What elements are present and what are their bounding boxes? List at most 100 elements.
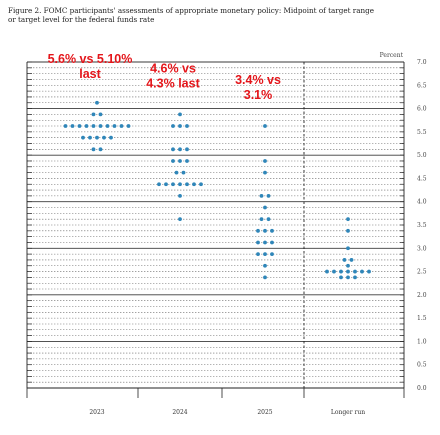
participant-dot (171, 124, 175, 128)
x-tick-label: 2025 (257, 409, 272, 416)
participant-dot (178, 147, 182, 151)
annotation-text: 4.3% last (146, 76, 200, 90)
participant-dot (350, 258, 354, 262)
annotation-text: 4.6% vs (150, 61, 196, 75)
annotation-text: 3.4% vs (235, 73, 281, 87)
participant-dot (127, 124, 131, 128)
participant-dot (171, 147, 175, 151)
participant-dot (106, 124, 110, 128)
participant-dot (95, 101, 99, 105)
participant-dot (346, 275, 350, 279)
participant-dot (263, 159, 267, 163)
participant-dot (367, 270, 371, 274)
participant-dot (78, 124, 82, 128)
participant-dot (343, 258, 347, 262)
participant-dot (267, 194, 271, 198)
participant-dot (346, 217, 350, 221)
participant-dot (256, 252, 260, 256)
y-tick-label: 1.5 (417, 315, 427, 322)
y-tick-label: 0.0 (417, 385, 427, 392)
participant-dot (263, 124, 267, 128)
participant-dot (263, 229, 267, 233)
participant-dot (339, 275, 343, 279)
y-tick-label: 5.0 (417, 152, 427, 159)
participant-dot (92, 147, 96, 151)
participant-dot (99, 147, 103, 151)
participant-dot (346, 264, 350, 268)
y-tick-label: 4.5 (417, 175, 427, 182)
participant-dot (178, 124, 182, 128)
participant-dot (81, 136, 85, 140)
participant-dot (346, 229, 350, 233)
participant-dot (270, 252, 274, 256)
participant-dot (192, 182, 196, 186)
participant-dot (270, 241, 274, 245)
participant-dot (185, 147, 189, 151)
participant-dot (102, 136, 106, 140)
participant-dot (71, 124, 75, 128)
participant-dot (185, 182, 189, 186)
participant-dot (171, 182, 175, 186)
participant-dot (120, 124, 124, 128)
participant-dot (263, 275, 267, 279)
participant-dot (175, 171, 179, 175)
participant-dot (178, 182, 182, 186)
participant-dot (267, 217, 271, 221)
participant-dot (325, 270, 329, 274)
participant-dot (164, 182, 168, 186)
participant-dot (360, 270, 364, 274)
participant-dot (185, 159, 189, 163)
participant-dot (270, 229, 274, 233)
participant-dot (260, 194, 264, 198)
participant-dot (263, 241, 267, 245)
y-tick-label: 4.0 (417, 199, 427, 206)
participant-dot (199, 182, 203, 186)
participant-dot (92, 112, 96, 116)
y-tick-label: 2.0 (417, 292, 427, 299)
participant-dot (185, 124, 189, 128)
participant-dot (157, 182, 161, 186)
y-tick-label: 7.0 (417, 59, 427, 66)
annotation-text: last (79, 67, 101, 81)
participant-dot (339, 270, 343, 274)
y-tick-label: 5.5 (417, 129, 427, 136)
participant-dot (260, 217, 264, 221)
participant-dot (263, 252, 267, 256)
participant-dot (99, 124, 103, 128)
participant-dot (346, 270, 350, 274)
participant-dot (109, 136, 113, 140)
participant-dot (256, 241, 260, 245)
x-tick-label: 2023 (89, 409, 104, 416)
participant-dot (353, 275, 357, 279)
participant-dot (332, 270, 336, 274)
participant-dot (346, 246, 350, 250)
participant-dot (99, 112, 103, 116)
participant-dot (353, 270, 357, 274)
participant-dot (178, 112, 182, 116)
participant-dot (263, 171, 267, 175)
participant-dot (85, 124, 89, 128)
participant-dot (178, 159, 182, 163)
y-tick-label: 1.0 (417, 338, 427, 345)
y-tick-label: 2.5 (417, 269, 427, 276)
participant-dot (88, 136, 92, 140)
participant-dot (182, 171, 186, 175)
annotation-text: 5.6% vs 5.10% (48, 52, 133, 66)
participant-dot (171, 159, 175, 163)
participant-dot (263, 264, 267, 268)
participant-dot (92, 124, 96, 128)
y-tick-label: 3.0 (417, 245, 427, 252)
participant-dot (95, 136, 99, 140)
y-tick-label: 0.5 (417, 362, 427, 369)
participant-dot (178, 194, 182, 198)
y-tick-label: 6.0 (417, 106, 427, 113)
y-tick-label: 3.5 (417, 222, 427, 229)
participant-dot (64, 124, 68, 128)
participant-dot (178, 217, 182, 221)
annotation-text: 3.1% (244, 88, 273, 102)
participant-dot (263, 206, 267, 210)
participant-dot (113, 124, 117, 128)
participant-dot (256, 229, 260, 233)
y-tick-label: 6.5 (417, 82, 427, 89)
